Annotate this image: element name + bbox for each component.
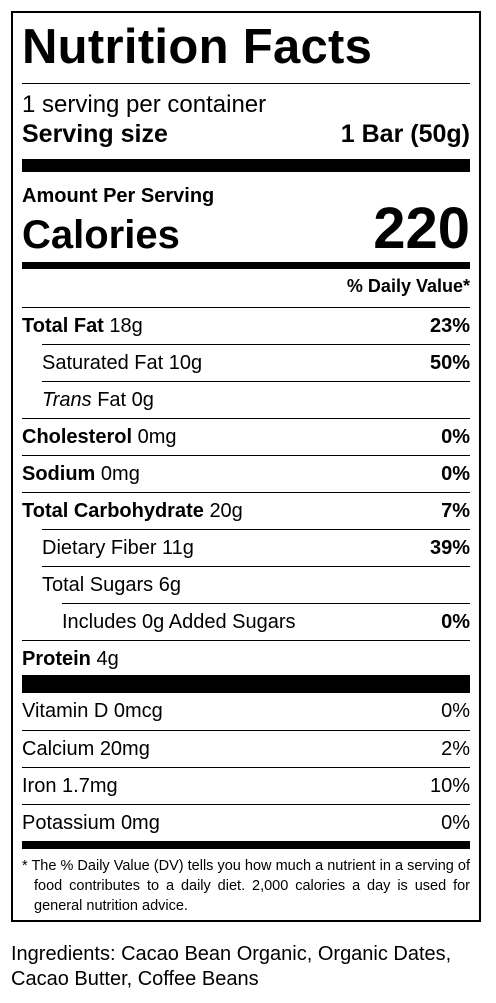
nutrient-row-saturated-fat: Saturated Fat 10g 50% <box>42 344 470 381</box>
nutrient-dv: 0% <box>441 425 470 448</box>
nutrient-dv: 7% <box>441 499 470 522</box>
divider <box>22 83 470 84</box>
calories-label: Calories <box>22 213 180 257</box>
nutrient-dv: 0% <box>441 610 470 633</box>
vitamin-name: Iron <box>22 774 57 797</box>
vitamin-dv: 0% <box>441 811 470 834</box>
nutrient-name: Fat <box>97 388 127 411</box>
vitamin-row-potassium: Potassium 0mg 0% <box>22 804 470 841</box>
vitamin-name: Potassium <box>22 811 116 834</box>
vitamin-dv: 0% <box>441 700 470 722</box>
nutrient-row-protein: Protein 4g <box>22 640 470 677</box>
nutrient-name: Total Carbohydrate <box>22 499 204 522</box>
nutrient-row-total-fat: Total Fat 18g 23% <box>22 307 470 344</box>
ingredients-text: Ingredients: Cacao Bean Organic, Organic… <box>11 943 452 990</box>
nutrient-row-added-sugars: Includes 0g Added Sugars 0% <box>62 603 470 640</box>
thick-divider <box>22 675 470 693</box>
thick-divider <box>22 159 470 172</box>
vitamin-dv: 2% <box>441 737 470 760</box>
calories-row: Calories 220 <box>22 199 470 265</box>
nutrient-amount: 0mg <box>100 462 140 485</box>
nutrient-amount: 4g <box>96 647 119 670</box>
nutrient-amount: 6g <box>158 573 181 596</box>
amount-per-serving: Amount Per Serving <box>22 185 215 207</box>
calories-value: 220 <box>373 196 470 261</box>
nutrient-name: Saturated Fat <box>42 351 164 374</box>
vitamin-amount: 1.7mg <box>62 774 118 797</box>
nutrient-dv: 39% <box>429 536 470 559</box>
nutrient-amount: 20g <box>209 499 243 522</box>
nutrient-name: Protein <box>22 647 91 670</box>
nutrient-name: Total Fat <box>22 314 104 337</box>
daily-value-header: % Daily Value* <box>346 276 470 296</box>
nutrient-name: Dietary Fiber <box>42 536 157 559</box>
vitamin-amount: 0mg <box>120 811 160 834</box>
vitamin-name: Calcium <box>22 737 95 760</box>
medium-divider <box>22 262 470 269</box>
nutrient-dv: 0% <box>441 462 470 485</box>
servings-per-container: 1 serving per container <box>22 91 267 118</box>
nutrient-name: Sodium <box>22 462 96 485</box>
vitamin-amount: 0mcg <box>113 700 163 722</box>
vitamin-row-iron: Iron 1.7mg 10% <box>22 767 470 804</box>
serving-size-value: 1 Bar (50g) <box>340 120 470 148</box>
nutrient-amount: 10g <box>168 351 203 374</box>
serving-size-label: Serving size <box>22 120 168 148</box>
nutrient-dv: 23% <box>429 314 470 337</box>
nutrient-row-total-sugars: Total Sugars 6g <box>42 566 470 603</box>
nutrient-name-italic: Trans <box>42 388 92 411</box>
nutrient-name: Includes 0g Added Sugars <box>62 610 296 633</box>
vitamin-amount: 20mg <box>99 737 150 760</box>
nutrient-row-sodium: Sodium 0mg 0% <box>22 455 470 492</box>
medium-divider <box>22 841 470 849</box>
nutrient-row-dietary-fiber: Dietary Fiber 11g 39% <box>42 529 470 566</box>
nutrient-name: Cholesterol <box>22 425 133 448</box>
daily-value-footnote: * The % Daily Value (DV) tells you how m… <box>22 858 470 914</box>
serving-size-row: Serving size 1 Bar (50g) <box>22 122 470 147</box>
label-title: Nutrition Facts <box>22 20 373 74</box>
nutrient-row-cholesterol: Cholesterol 0mg 0% <box>22 418 470 455</box>
vitamin-row-vitamin-d: Vitamin D 0mcg 0% <box>22 693 470 730</box>
nutrient-amount: 0g <box>131 388 154 411</box>
nutrient-amount: 18g <box>109 314 143 337</box>
nutrient-amount: 11g <box>162 536 194 559</box>
vitamin-name: Vitamin D <box>22 700 109 722</box>
vitamin-row-calcium: Calcium 20mg 2% <box>22 730 470 767</box>
nutrient-dv: 50% <box>429 351 470 374</box>
nutrient-amount: 0mg <box>137 425 177 448</box>
nutrition-facts-label: Nutrition Facts 1 serving per container … <box>11 11 481 922</box>
nutrient-row-total-carbohydrate: Total Carbohydrate 20g 7% <box>22 492 470 529</box>
nutrient-name: Total Sugars <box>42 573 154 596</box>
nutrient-row-trans-fat: Trans Fat 0g <box>42 381 470 418</box>
vitamin-dv: 10% <box>429 774 470 797</box>
